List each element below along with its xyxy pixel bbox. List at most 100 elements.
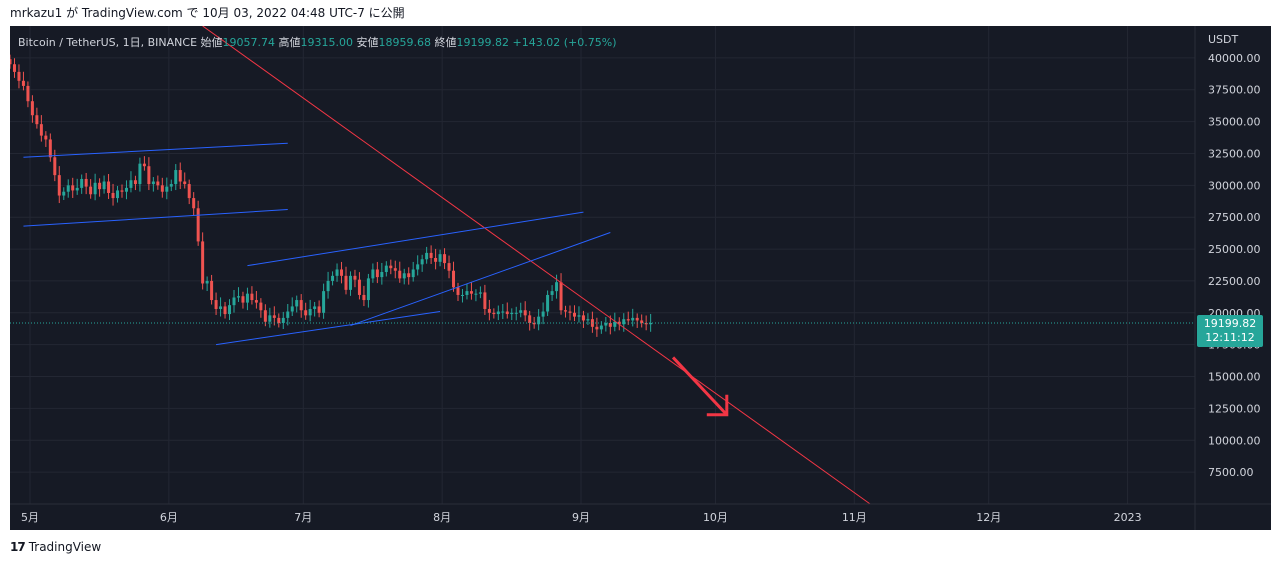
tradingview-brand[interactable]: 17 TradingView <box>10 540 101 554</box>
candle-body <box>443 254 447 264</box>
candle-body <box>228 305 232 315</box>
candle-body <box>510 312 514 315</box>
price-tick-label: 30000.00 <box>1208 179 1261 192</box>
candle-body <box>586 319 590 321</box>
candle-body <box>537 316 541 325</box>
candle-body <box>116 190 120 199</box>
candle-body <box>102 181 106 190</box>
candle-body <box>183 181 187 185</box>
candle-body <box>371 269 375 279</box>
symbol-label: Bitcoin / TetherUS, 1日, BINANCE <box>18 36 198 49</box>
candle-body <box>434 257 438 262</box>
candle-body <box>286 311 290 318</box>
close-value: 19199.82 <box>456 36 510 49</box>
candle-body <box>80 178 84 188</box>
trendline <box>350 232 611 327</box>
candle-body <box>299 300 303 311</box>
candle-body <box>201 241 205 284</box>
candle-body <box>357 279 361 295</box>
candle-body <box>174 170 178 185</box>
candle-body <box>519 310 523 313</box>
candle-body <box>120 190 124 192</box>
time-tick-label: 12月 <box>976 511 1001 524</box>
candle-body <box>559 282 563 311</box>
candle-body <box>30 101 34 116</box>
candle-body <box>304 310 308 316</box>
candle-body <box>71 185 75 191</box>
candle-body <box>375 269 379 278</box>
candle-body <box>178 170 182 182</box>
last-price-badge <box>1197 314 1263 347</box>
candle-body <box>469 291 473 294</box>
publish-info: mrkazu1 が TradingView.com で 10月 03, 2022… <box>10 6 405 20</box>
candle-body <box>348 275 352 290</box>
candle-body <box>429 252 433 258</box>
candle-body <box>165 186 169 192</box>
candle-body <box>53 157 57 176</box>
chart-legend: Bitcoin / TetherUS, 1日, BINANCE 始値19057.… <box>18 34 617 50</box>
time-tick-label: 11月 <box>842 511 867 524</box>
price-ticks: 40000.00 37500.00 35000.00 32500.00 30000.00… <box>1208 52 1261 479</box>
high-label: 高値 <box>278 36 301 49</box>
time-tick-label: 5月 <box>21 511 39 524</box>
chart-panel[interactable]: USDT 40000.00 37500.00 35000.00 32500.00 300… <box>10 26 1271 530</box>
candle-body <box>407 273 411 278</box>
candle-body <box>223 306 227 315</box>
candle-body <box>438 254 442 262</box>
candle-body <box>26 85 30 102</box>
candle-body <box>353 275 357 280</box>
candle-body <box>44 135 48 140</box>
candle-body <box>425 252 429 260</box>
candle-body <box>308 308 312 316</box>
last-price-value: 19199.82 <box>1204 317 1257 330</box>
candle-body <box>219 306 223 309</box>
candle-body <box>290 306 294 312</box>
candle-body <box>555 282 559 292</box>
open-value: 19057.74 <box>222 36 276 49</box>
candle-body <box>505 311 509 315</box>
candle-body <box>12 64 16 72</box>
candle-body <box>98 182 102 190</box>
price-tick-label: 35000.00 <box>1208 116 1261 129</box>
candle-body <box>362 294 366 301</box>
candle-body <box>48 139 52 158</box>
candle-body <box>133 180 137 185</box>
candle-body <box>192 198 196 209</box>
candle-body <box>550 291 554 295</box>
candle-body <box>214 300 218 309</box>
candle-body <box>232 297 236 306</box>
candle-body <box>595 326 599 330</box>
time-tick-label: 2023 <box>1114 511 1142 524</box>
candle-body <box>259 302 263 311</box>
candle-body <box>393 268 397 271</box>
candle-body <box>514 312 518 314</box>
time-tick-label: 9月 <box>572 511 590 524</box>
currency-label: USDT <box>1208 33 1239 46</box>
down-arrow-shaft <box>671 356 728 416</box>
time-tick-label: 6月 <box>160 511 178 524</box>
candle-body <box>568 311 572 313</box>
price-tick-label: 32500.00 <box>1208 147 1261 160</box>
candle-body <box>84 178 88 187</box>
candle-body <box>111 192 115 199</box>
price-chart[interactable]: USDT 40000.00 37500.00 35000.00 32500.00 300… <box>10 26 1271 530</box>
descending-trendline <box>202 26 871 505</box>
price-tick-label: 12500.00 <box>1208 402 1261 415</box>
candle-body <box>456 287 460 295</box>
candle-body <box>564 310 568 312</box>
candle-body <box>604 322 608 326</box>
candle-body <box>492 312 496 315</box>
candle-body <box>416 264 420 270</box>
candle-body <box>62 191 66 196</box>
candle-body <box>160 185 164 192</box>
candle-body <box>142 163 146 167</box>
low-label: 安値 <box>356 36 379 49</box>
candle-body <box>313 306 317 309</box>
candle-body <box>138 163 142 185</box>
close-label: 終値 <box>434 36 457 49</box>
candle-body <box>340 269 344 276</box>
candle-body <box>281 317 285 323</box>
channel-lower <box>23 209 288 227</box>
candle-body <box>66 185 70 192</box>
candle-body <box>326 280 330 292</box>
